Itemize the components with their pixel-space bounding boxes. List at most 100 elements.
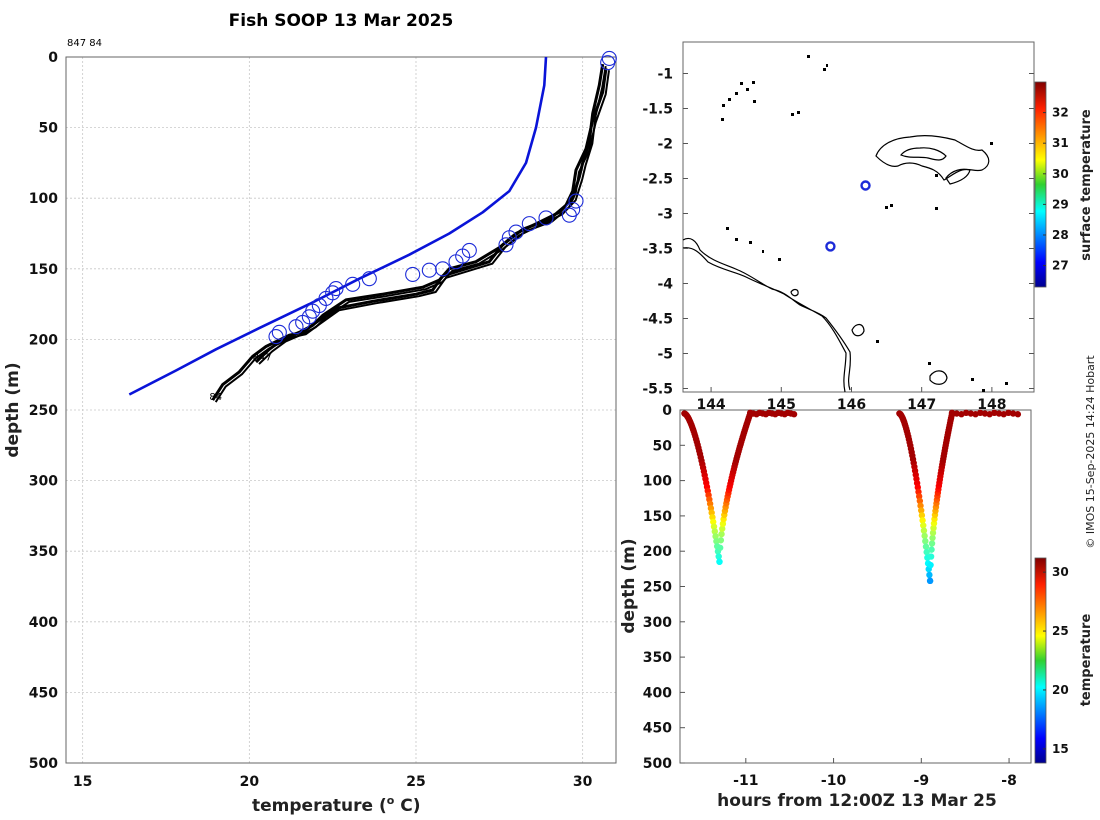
map-ytick-label: -1 xyxy=(657,67,673,83)
profile-top-label: 847 84 xyxy=(67,38,102,49)
profile-ytick-label: 200 xyxy=(29,332,58,348)
profile-panel: 847 84 15 20 25 300501001502002503003504004… xyxy=(3,38,617,816)
timeseries-point xyxy=(920,527,928,534)
profile-lines xyxy=(128,56,610,403)
timeseries-ytick-label: 400 xyxy=(643,685,672,701)
profile-marker xyxy=(268,329,284,345)
profile-ytick-label: 100 xyxy=(29,191,58,207)
map-profile-location xyxy=(825,241,836,252)
map-xtick-label: 146 xyxy=(837,397,866,413)
timeseries-point xyxy=(928,540,936,547)
map-ytick-label: -5.5 xyxy=(642,382,673,398)
profile-marker xyxy=(271,324,287,340)
timeseries-point xyxy=(926,577,934,585)
map-colorbar-tick-label: 31 xyxy=(1052,136,1069,150)
timeseries-point xyxy=(790,411,798,418)
coastline-mainland xyxy=(682,237,852,393)
series-profile-84-trace xyxy=(214,70,610,403)
timeseries-point xyxy=(716,558,723,565)
timeseries-point xyxy=(716,544,724,551)
timeseries-points xyxy=(681,409,1022,585)
profile-ytick-label: 350 xyxy=(29,544,58,560)
timeseries-xtick-label: -10 xyxy=(821,773,847,789)
map-colorbar-tick-label: 29 xyxy=(1052,197,1069,211)
timeseries-ytick-label: 0 xyxy=(662,403,672,419)
timeseries-ylabel: depth (m) xyxy=(619,538,639,633)
timeseries-ytick-label: 300 xyxy=(643,615,672,631)
profile-marker xyxy=(538,210,554,226)
timeseries-point xyxy=(1009,410,1017,417)
profile-xlabel: temperature (o C) xyxy=(252,794,421,816)
coastline-island-small-1 xyxy=(851,323,865,337)
timeseries-colorbar-tick-label: 25 xyxy=(1052,624,1069,638)
profile-id-label: 847 xyxy=(253,353,272,364)
profile-ytick-label: 500 xyxy=(29,756,58,772)
profile-ytick-label: 300 xyxy=(29,474,58,490)
profile-marker xyxy=(448,254,464,270)
timeseries-point xyxy=(967,410,975,417)
timeseries-point xyxy=(928,546,935,553)
map-xtick-label: 147 xyxy=(907,397,936,413)
timeseries-point xyxy=(918,512,926,519)
map-ytick-label: -5 xyxy=(657,347,673,363)
map-islets xyxy=(721,55,1008,392)
map-coastlines xyxy=(682,134,990,393)
timeseries-colorbar xyxy=(1034,557,1047,764)
profile-marker xyxy=(361,271,377,287)
timeseries-point xyxy=(719,525,726,532)
profile-marker xyxy=(498,237,514,253)
coastline-island-east xyxy=(945,168,971,185)
timeseries-point xyxy=(977,409,984,417)
map-ytick-label: -2 xyxy=(657,137,673,153)
map-xtick-label: 148 xyxy=(977,397,1006,413)
map-axes-frame xyxy=(682,41,1035,393)
map-profile-location xyxy=(860,180,871,191)
timeseries-ticks: -11 -10 -9 -8 0 50 100 150 200 250 300 350 400 450 500 xyxy=(643,403,1017,789)
map-ticks: -1 -1.5 -2 -2.5 -3 -3.5 -4 -4.5 -5 -5.5 144 145 146 1… xyxy=(642,67,1034,413)
profile-labels: 847 84 xyxy=(209,353,271,404)
timeseries-colorbar-tick-label: 15 xyxy=(1052,742,1069,756)
profile-marker xyxy=(421,262,437,278)
timeseries-colorbar-tick-label: 30 xyxy=(1052,565,1069,579)
profile-marker xyxy=(561,207,577,223)
profile-xtick-label: 15 xyxy=(73,774,92,790)
credit-text: © IMOS 15-Sep-2025 14:24 Hobart xyxy=(1084,355,1097,549)
profile-marker xyxy=(501,230,517,246)
series-climatology xyxy=(128,56,548,396)
coastline-island-large-inner xyxy=(900,147,947,161)
map-colorbar-tick-label: 30 xyxy=(1052,167,1069,181)
profile-marker xyxy=(568,193,584,209)
timeseries-ytick-label: 100 xyxy=(643,474,672,490)
timeseries-point xyxy=(717,537,725,544)
profile-ytick-label: 450 xyxy=(29,685,58,701)
map-colorbar-tick-label: 32 xyxy=(1052,106,1069,120)
timeseries-point xyxy=(991,409,998,417)
timeseries-point xyxy=(1014,411,1022,418)
coastline-island-south xyxy=(929,370,948,385)
timeseries-point xyxy=(929,529,937,537)
profile-axes-frame xyxy=(65,56,617,764)
profile-ytick-label: 250 xyxy=(29,403,58,419)
timeseries-point xyxy=(923,548,930,556)
timeseries-point xyxy=(920,522,927,529)
coastline-island-small-2 xyxy=(790,288,799,297)
timeseries-ytick-label: 350 xyxy=(643,650,672,666)
timeseries-point xyxy=(919,517,926,524)
profile-xtick-label: 30 xyxy=(573,774,593,790)
timeseries-point xyxy=(918,507,925,514)
profile-xtick-label: 20 xyxy=(240,774,260,790)
timeseries-point xyxy=(926,571,933,579)
map-colorbar xyxy=(1034,81,1047,288)
timeseries-point xyxy=(995,410,1003,417)
map-colorbar-tick-label: 27 xyxy=(1052,259,1069,273)
timeseries-point xyxy=(715,553,722,560)
map-ytick-label: -1.5 xyxy=(642,102,673,118)
timeseries-ytick-label: 50 xyxy=(653,438,673,454)
timeseries-point xyxy=(927,561,934,569)
map-xtick-label: 145 xyxy=(767,397,796,413)
timeseries-point xyxy=(916,497,924,505)
profile-grid xyxy=(66,56,616,764)
map-ytick-label: -3 xyxy=(657,207,673,223)
map-points xyxy=(825,180,871,252)
